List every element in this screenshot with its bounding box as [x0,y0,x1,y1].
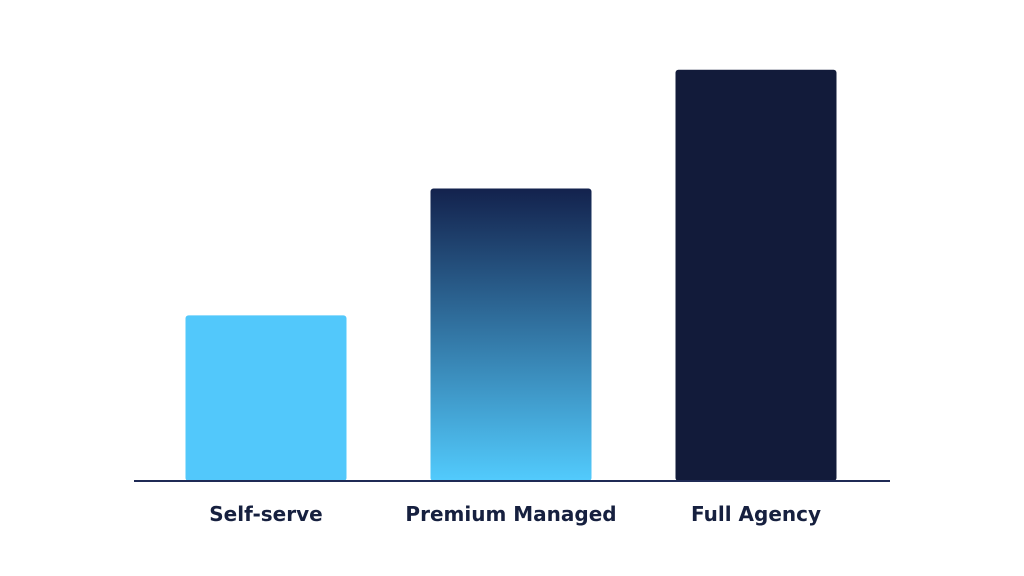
bars-group [185,69,837,481]
bar-premium-managed [430,188,592,481]
bar-self-serve [185,315,347,481]
category-label: Premium Managed [405,502,616,526]
category-labels-group: Self-serve Premium Managed Full Agency [209,502,821,526]
category-label: Full Agency [691,502,821,526]
bar-full-agency [675,69,837,481]
category-label: Self-serve [209,502,322,526]
